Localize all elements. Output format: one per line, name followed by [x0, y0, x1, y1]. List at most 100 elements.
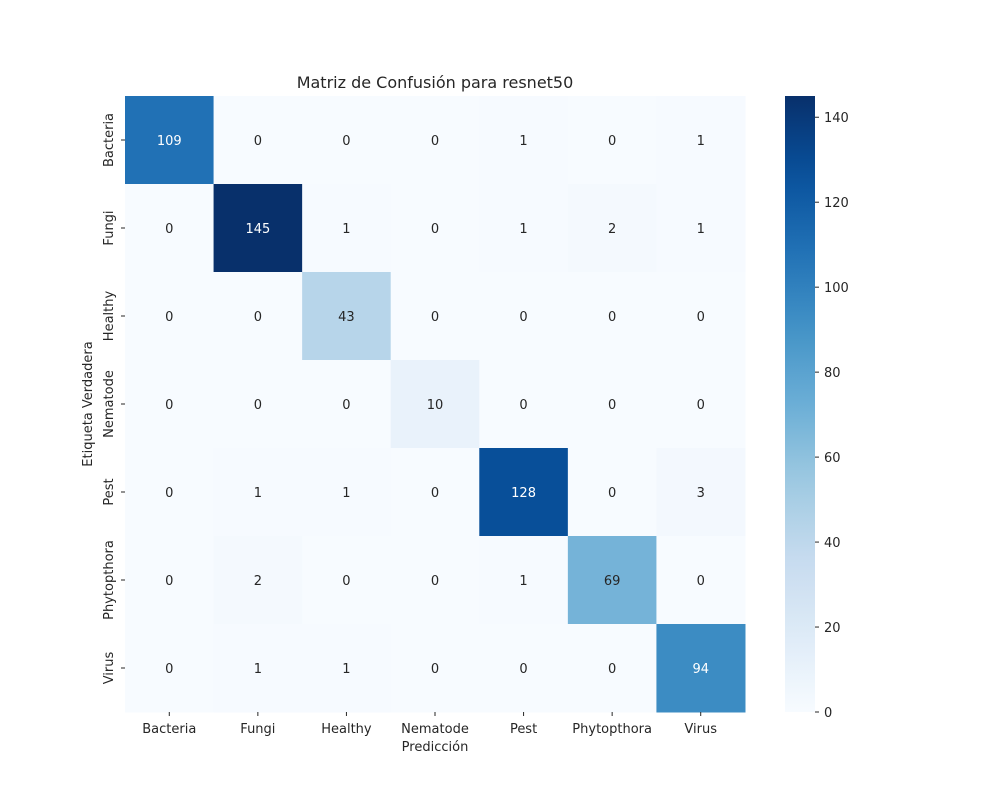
- cell-value-label: 1: [697, 134, 705, 149]
- cell-value-label: 145: [245, 222, 270, 237]
- cell-value-label: 1: [342, 222, 350, 237]
- y-tick-label: Pest: [102, 478, 117, 505]
- heatmap-cell: [656, 624, 746, 713]
- heatmap-cell-labels: 109 0 0 0 1 0 10 145 1 0 1 2 10 0 43 0 0 0 00 0 0 10 0 0 00 1 1 0 12…: [157, 134, 709, 677]
- x-axis-ticks: Bacteria Fungi Healthy Nematode Pest Phytopth…: [142, 712, 717, 737]
- cell-value-label: 0: [165, 310, 173, 325]
- heatmap-cell: [302, 448, 392, 537]
- colorbar-tick-label: 20: [824, 621, 841, 636]
- cell-value-label: 0: [519, 662, 527, 677]
- heatmap-cell: [479, 272, 569, 361]
- colorbar-tick-label: 80: [824, 366, 841, 381]
- heatmap-cell: [656, 448, 746, 537]
- heatmap-cell: [567, 448, 657, 537]
- cell-value-label: 0: [431, 134, 439, 149]
- heatmap-cell: [213, 360, 303, 449]
- cell-value-label: 0: [165, 222, 173, 237]
- heatmap-cell: [567, 536, 657, 625]
- y-axis-label: Etiqueta Verdadera: [81, 341, 96, 466]
- heatmap-cell: [567, 96, 657, 185]
- cell-value-label: 1: [519, 134, 527, 149]
- cell-value-label: 0: [431, 662, 439, 677]
- cell-value-label: 1: [342, 662, 350, 677]
- cell-value-label: 69: [604, 574, 621, 589]
- x-tick-label: Pest: [510, 722, 537, 737]
- cell-value-label: 0: [165, 662, 173, 677]
- heatmap-cell: [125, 360, 215, 449]
- x-tick-label: Virus: [684, 722, 717, 737]
- cell-value-label: 1: [254, 662, 262, 677]
- cell-value-label: 0: [697, 398, 705, 413]
- cell-value-label: 0: [519, 310, 527, 325]
- heatmap-cell: [125, 96, 215, 185]
- heatmap-cell: [567, 360, 657, 449]
- cell-value-label: 0: [608, 486, 616, 501]
- heatmap-cells: [125, 96, 746, 713]
- heatmap-cell: [656, 536, 746, 625]
- heatmap-cell: [213, 448, 303, 537]
- heatmap-cell: [302, 272, 392, 361]
- cell-value-label: 94: [692, 662, 709, 677]
- x-tick-label: Healthy: [321, 722, 372, 737]
- heatmap-cell: [390, 536, 480, 625]
- x-tick-label: Bacteria: [142, 722, 196, 737]
- heatmap-cell: [302, 360, 392, 449]
- heatmap-cell: [479, 624, 569, 713]
- cell-value-label: 0: [165, 398, 173, 413]
- heatmap-cell: [125, 536, 215, 625]
- colorbar-tick-label: 140: [824, 111, 849, 126]
- heatmap-cell: [390, 448, 480, 537]
- cell-value-label: 0: [431, 310, 439, 325]
- cell-value-label: 0: [254, 398, 262, 413]
- colorbar-tick-label: 40: [824, 536, 841, 551]
- cell-value-label: 0: [165, 574, 173, 589]
- heatmap-cell: [302, 96, 392, 185]
- cell-value-label: 43: [338, 310, 355, 325]
- colorbar-tick-label: 100: [824, 281, 849, 296]
- x-tick-label: Fungi: [240, 722, 275, 737]
- heatmap-cell: [390, 360, 480, 449]
- cell-value-label: 1: [519, 222, 527, 237]
- cell-value-label: 0: [254, 134, 262, 149]
- heatmap-cell: [302, 184, 392, 273]
- heatmap-cell: [390, 96, 480, 185]
- colorbar-ticks: 0 20 40 60 80 100 120 140: [815, 111, 849, 721]
- y-axis-ticks: Bacteria Fungi Healthy Nematode Pest Phytopth…: [102, 113, 125, 684]
- heatmap-cell: [213, 624, 303, 713]
- cell-value-label: 2: [608, 222, 616, 237]
- y-tick-label: Healthy: [102, 291, 117, 342]
- colorbar: [785, 96, 815, 712]
- x-tick-label: Phytopthora: [572, 722, 652, 737]
- heatmap-cell: [213, 184, 303, 273]
- heatmap-cell: [567, 624, 657, 713]
- cell-value-label: 0: [431, 222, 439, 237]
- heatmap-cell: [479, 360, 569, 449]
- chart-title: Matriz de Confusión para resnet50: [297, 73, 574, 92]
- y-tick-label: Fungi: [102, 210, 117, 245]
- cell-value-label: 109: [157, 134, 182, 149]
- y-tick-label: Nematode: [102, 370, 117, 438]
- cell-value-label: 1: [519, 574, 527, 589]
- heatmap-cell: [213, 96, 303, 185]
- heatmap-cell: [656, 360, 746, 449]
- heatmap-cell: [479, 536, 569, 625]
- cell-value-label: 0: [165, 486, 173, 501]
- y-tick-label: Phytopthora: [102, 540, 117, 620]
- cell-value-label: 10: [427, 398, 444, 413]
- cell-value-label: 0: [608, 310, 616, 325]
- colorbar-tick-label: 120: [824, 196, 849, 211]
- heatmap-cell: [567, 184, 657, 273]
- cell-value-label: 0: [254, 310, 262, 325]
- heatmap-cell: [125, 184, 215, 273]
- heatmap-cell: [390, 272, 480, 361]
- x-tick-label: Nematode: [401, 722, 469, 737]
- colorbar-tick-label: 0: [824, 706, 832, 721]
- y-tick-label: Bacteria: [102, 113, 117, 167]
- heatmap-cell: [390, 184, 480, 273]
- cell-value-label: 0: [519, 398, 527, 413]
- heatmap-cell: [302, 624, 392, 713]
- y-tick-label: Virus: [102, 651, 117, 684]
- heatmap-cell: [479, 448, 569, 537]
- cell-value-label: 0: [608, 662, 616, 677]
